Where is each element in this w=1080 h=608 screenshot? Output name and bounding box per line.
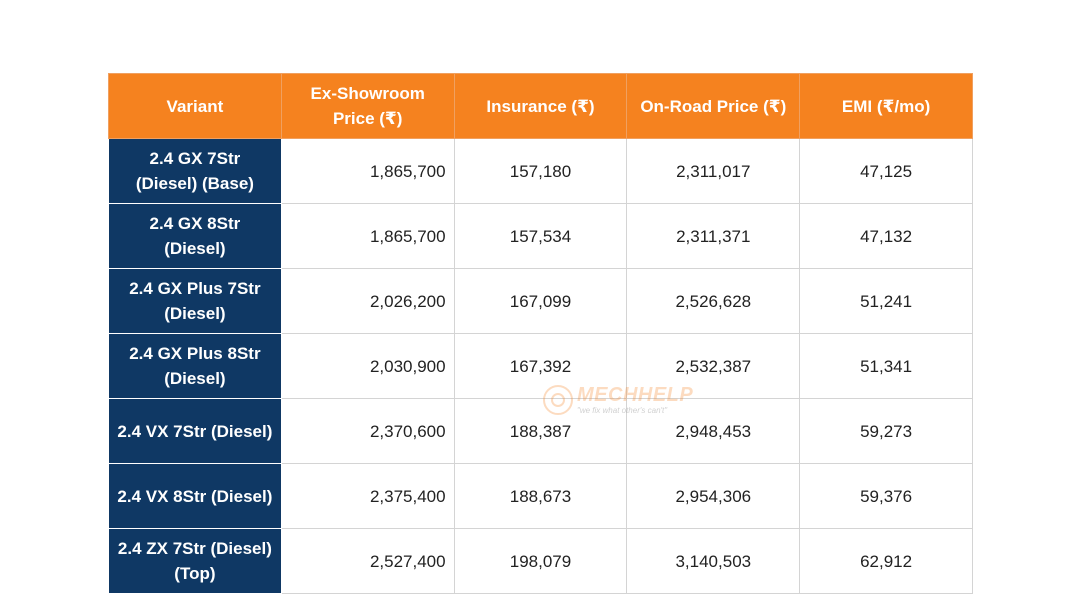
- insurance-cell: 157,534: [453, 203, 628, 269]
- insurance-cell: 167,392: [453, 333, 628, 399]
- variant-cell: 2.4 ZX 7Str (Diesel) (Top): [108, 528, 282, 594]
- on-road-cell: 2,311,371: [626, 203, 801, 269]
- price-table: Variant Ex-Showroom Price (₹) Insurance …: [108, 73, 973, 594]
- table-row: 2.4 GX 7Str (Diesel) (Base) 1,865,700 15…: [108, 138, 973, 204]
- emi-cell: 51,241: [799, 268, 973, 334]
- insurance-cell: 188,673: [453, 463, 628, 529]
- emi-cell: 51,341: [799, 333, 973, 399]
- insurance-cell: 157,180: [453, 138, 628, 204]
- on-road-cell: 2,311,017: [626, 138, 801, 204]
- table-row: 2.4 VX 7Str (Diesel) 2,370,600 188,387 2…: [108, 398, 973, 464]
- variant-cell: 2.4 GX Plus 8Str (Diesel): [108, 333, 282, 399]
- variant-cell: 2.4 VX 7Str (Diesel): [108, 398, 282, 464]
- ex-showroom-cell: 2,026,200: [280, 268, 455, 334]
- on-road-cell: 2,954,306: [626, 463, 801, 529]
- header-insurance: Insurance (₹): [453, 73, 628, 139]
- emi-cell: 47,125: [799, 138, 973, 204]
- table-row: 2.4 ZX 7Str (Diesel) (Top) 2,527,400 198…: [108, 528, 973, 594]
- variant-cell: 2.4 GX Plus 7Str (Diesel): [108, 268, 282, 334]
- variant-cell: 2.4 GX 7Str (Diesel) (Base): [108, 138, 282, 204]
- table-row: 2.4 GX 8Str (Diesel) 1,865,700 157,534 2…: [108, 203, 973, 269]
- header-row: Variant Ex-Showroom Price (₹) Insurance …: [108, 73, 973, 139]
- table-row: 2.4 VX 8Str (Diesel) 2,375,400 188,673 2…: [108, 463, 973, 529]
- insurance-cell: 167,099: [453, 268, 628, 334]
- on-road-cell: 3,140,503: [626, 528, 801, 594]
- header-on-road-price: On-Road Price (₹): [626, 73, 801, 139]
- table-row: 2.4 GX Plus 8Str (Diesel) 2,030,900 167,…: [108, 333, 973, 399]
- header-emi: EMI (₹/mo): [799, 73, 973, 139]
- ex-showroom-cell: 2,030,900: [280, 333, 455, 399]
- emi-cell: 59,376: [799, 463, 973, 529]
- emi-cell: 59,273: [799, 398, 973, 464]
- emi-cell: 62,912: [799, 528, 973, 594]
- table-row: 2.4 GX Plus 7Str (Diesel) 2,026,200 167,…: [108, 268, 973, 334]
- table-body: 2.4 GX 7Str (Diesel) (Base) 1,865,700 15…: [108, 138, 973, 594]
- on-road-cell: 2,948,453: [626, 398, 801, 464]
- on-road-cell: 2,532,387: [626, 333, 801, 399]
- emi-cell: 47,132: [799, 203, 973, 269]
- variant-cell: 2.4 GX 8Str (Diesel): [108, 203, 282, 269]
- ex-showroom-cell: 2,375,400: [280, 463, 455, 529]
- header-ex-showroom-price: Ex-Showroom Price (₹): [280, 73, 455, 139]
- table-header: Variant Ex-Showroom Price (₹) Insurance …: [108, 73, 973, 139]
- variant-cell: 2.4 VX 8Str (Diesel): [108, 463, 282, 529]
- ex-showroom-cell: 1,865,700: [280, 138, 455, 204]
- header-variant: Variant: [108, 73, 282, 139]
- on-road-cell: 2,526,628: [626, 268, 801, 334]
- insurance-cell: 188,387: [453, 398, 628, 464]
- ex-showroom-cell: 2,527,400: [280, 528, 455, 594]
- ex-showroom-cell: 2,370,600: [280, 398, 455, 464]
- insurance-cell: 198,079: [453, 528, 628, 594]
- ex-showroom-cell: 1,865,700: [280, 203, 455, 269]
